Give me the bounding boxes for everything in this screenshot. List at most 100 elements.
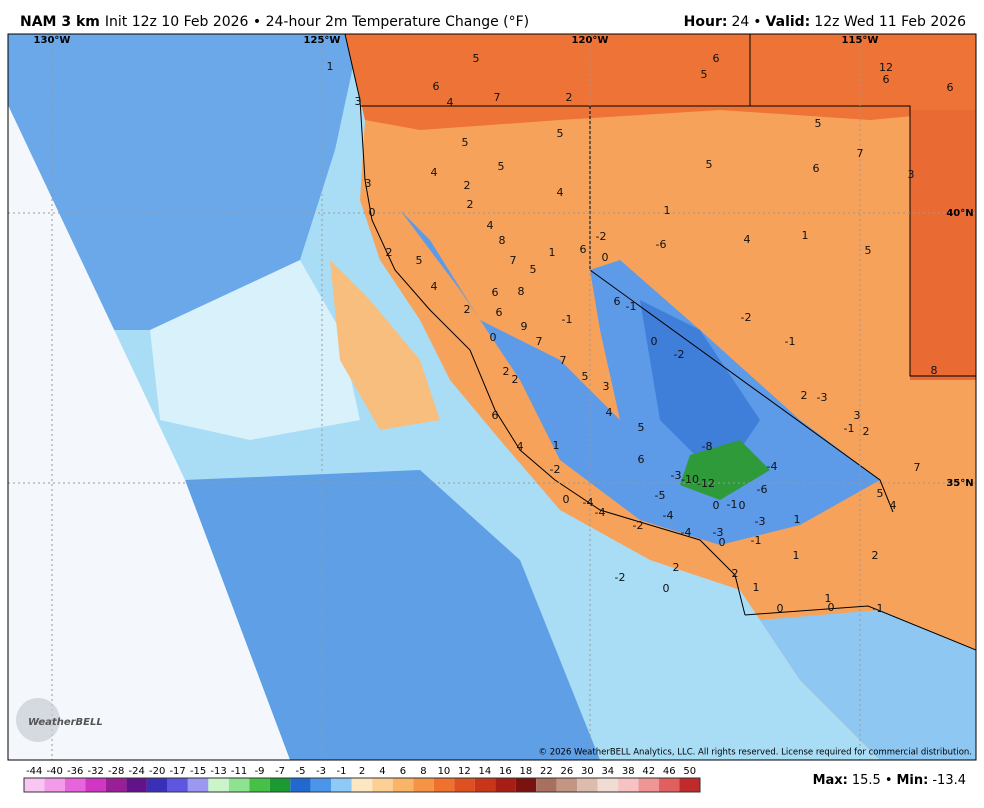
map-value: 1 [794, 513, 801, 526]
hour-label: Hour: [684, 14, 728, 30]
map-value: 0 [563, 493, 570, 506]
legend-label: 12 [458, 766, 471, 777]
legend-label: 4 [379, 766, 385, 777]
map-value: 2 [467, 198, 474, 211]
map-value: 5 [557, 127, 564, 140]
map-value: -10 [681, 473, 699, 486]
map-value: 0 [602, 251, 609, 264]
map-value: 0 [490, 331, 497, 344]
stats: Max: 15.5 • Min: -13.4 [813, 773, 966, 788]
map-value: 5 [498, 160, 505, 173]
map-value: 0 [777, 602, 784, 615]
legend-label: 16 [499, 766, 512, 777]
legend-label: -17 [169, 766, 185, 777]
legend-swatch [392, 778, 414, 792]
map-value: 6 [580, 243, 587, 256]
legend-swatch [433, 778, 455, 792]
legend-swatch [413, 778, 434, 792]
map-value: 0 [369, 206, 376, 219]
map-value: 6 [614, 295, 621, 308]
map-value: 1 [664, 204, 671, 217]
hour: 24 [731, 14, 749, 30]
legend-swatch [515, 778, 537, 792]
legend-swatch [249, 778, 270, 792]
map-value: 1 [327, 60, 334, 73]
legend-label: -24 [128, 766, 144, 777]
legend-swatch [228, 778, 250, 792]
map-value: 2 [863, 425, 870, 438]
map-value: 4 [447, 96, 454, 109]
legend-swatch [167, 778, 188, 792]
map-value: -4 [767, 460, 778, 473]
legend-label: -9 [255, 766, 265, 777]
map-value: 5 [582, 370, 589, 383]
legend-swatch [146, 778, 168, 792]
legend: -44 -40 -36 -32 -28 -24 -20 -17 -15 -13 -11 -9 -7 -5-… [23, 766, 701, 793]
legend-label: 6 [400, 766, 406, 777]
map-value: 6 [813, 162, 820, 175]
legend-swatch [577, 778, 598, 792]
map-value: -2 [550, 463, 561, 476]
map-value: -1 [562, 313, 573, 326]
map-value: -2 [741, 311, 752, 324]
copyright: © 2026 WeatherBELL Analytics, LLC. All r… [539, 748, 972, 758]
map-value: 1 [802, 229, 809, 242]
map-value: 3 [908, 168, 915, 181]
map-value: 9 [521, 320, 528, 333]
valid-info: Hour: 24 • Valid: 12z Wed 11 Feb 2026 [684, 14, 966, 30]
map-value: 5 [706, 158, 713, 171]
map-value: 1 [553, 439, 560, 452]
map-value: -1 [727, 498, 738, 511]
legend-swatch [454, 778, 475, 792]
map-background [8, 34, 976, 760]
map-value: 4 [517, 440, 524, 453]
map-value: 4 [744, 233, 751, 246]
map-value: -8 [702, 440, 713, 453]
legend-swatch [618, 778, 639, 792]
map-value: 5 [462, 136, 469, 149]
legend-swatch [105, 778, 127, 792]
map-value: 5 [473, 52, 480, 65]
legend-label: 42 [642, 766, 655, 777]
map-value: 0 [663, 582, 670, 595]
map-value: 8 [499, 234, 506, 247]
legend-label: -1 [337, 766, 347, 777]
map-value: 7 [560, 354, 567, 367]
legend-label: 38 [622, 766, 635, 777]
map-value: -1 [751, 534, 762, 547]
valid: 12z Wed 11 Feb 2026 [814, 14, 966, 30]
map-value: -6 [757, 483, 768, 496]
legend-label: 46 [663, 766, 676, 777]
map-value: 1 [825, 592, 832, 605]
map-value: 7 [494, 91, 501, 104]
map-value: 4 [431, 280, 438, 293]
legend-swatch [290, 778, 311, 792]
legend-swatch [536, 778, 557, 792]
map-value: -5 [655, 489, 666, 502]
legend-label: -3 [316, 766, 326, 777]
map-value: -3 [671, 469, 682, 482]
separator: • [885, 773, 893, 788]
map-value: 5 [701, 68, 708, 81]
map-value: 5 [877, 487, 884, 500]
legend-swatch [474, 778, 496, 792]
legend-label: 22 [540, 766, 553, 777]
map-value: 5 [865, 244, 872, 257]
map-value: 2 [464, 303, 471, 316]
map-value: 5 [416, 254, 423, 267]
map-value: 2 [872, 549, 879, 562]
legend-label: -7 [275, 766, 285, 777]
map-value: 6 [713, 52, 720, 65]
map-value: 7 [914, 461, 921, 474]
map-value: 0 [828, 601, 835, 614]
map-value: -3 [713, 526, 724, 539]
map-value: 7 [536, 335, 543, 348]
map-value: -3 [817, 391, 828, 404]
legend-swatch [495, 778, 516, 792]
map-value: 4 [431, 166, 438, 179]
lon-label: 130°W [34, 35, 71, 46]
map-value: 4 [606, 406, 613, 419]
lon-label: 125°W [304, 35, 341, 46]
map-value: 8 [518, 285, 525, 298]
